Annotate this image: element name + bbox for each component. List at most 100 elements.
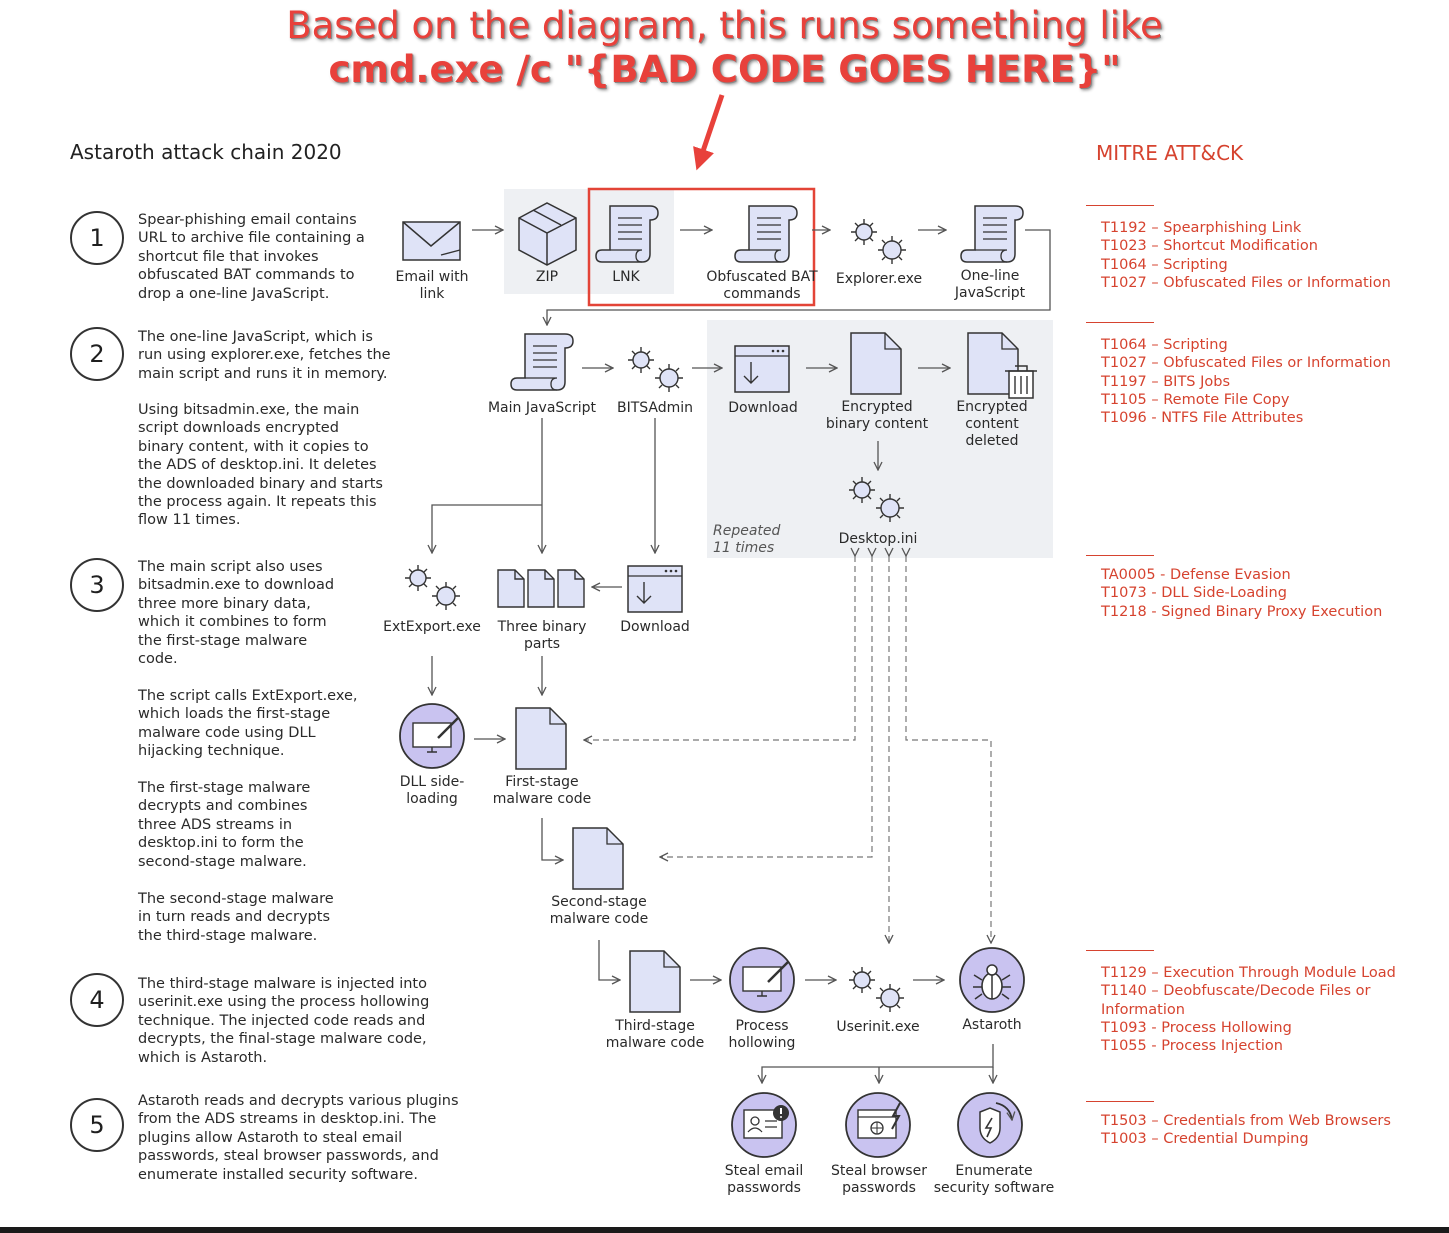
bitsadmin-label: BITSAdmin [616,400,694,416]
desktopini-label: Desktop.ini [838,531,918,547]
mitre-technique: T1027 – Obfuscated Files or Information [1101,274,1391,291]
mitre-group-4: T1129 – Execution Through Module Load T1… [1101,964,1396,1055]
mitre-group-3: TA0005 - Defense Evasion T1073 - DLL Sid… [1101,566,1382,621]
repeated-label: Repeated 11 times [713,523,781,556]
hollowing-label: Process hollowing [728,1018,796,1051]
mitre-technique: T1064 – Scripting [1101,256,1228,273]
mitre-group-2: T1064 – Scripting T1027 – Obfuscated Fil… [1101,336,1391,427]
annotation-line-2: cmd.exe /c "{BAD CODE GOES HERE}" [328,48,1121,91]
step-1-text: Spear-phishing email contains URL to arc… [138,212,365,302]
mitre-separator [1086,1101,1154,1102]
mitre-technique: T1140 – Deobfuscate/Decode Files or [1101,983,1371,1000]
highlight-arrow [693,94,725,171]
mitre-technique: T1192 – Spearphishing Link [1101,220,1302,236]
step-4-circle: 4 [70,973,124,1027]
explorer-gears-icon [851,219,906,264]
step-2-text-b: Using bitsadmin.exe, the main script dow… [138,402,383,529]
mitre-technique: T1503 – Credentials from Web Browsers [1101,1113,1391,1129]
explorer-label: Explorer.exe [835,271,923,287]
bat-scroll-icon [734,205,798,263]
userinit-label: Userinit.exe [836,1019,920,1035]
steal-email-label: Steal email passwords [724,1163,804,1196]
bat-label: Obfuscated BAT commands [706,269,818,302]
mitre-group-1: T1192 – Spearphishing Link T1023 – Short… [1101,219,1391,292]
extexport-label: ExtExport.exe [383,619,481,635]
step-3-text-c: The first-stage malware decrypts and com… [138,780,311,870]
trash-icon [1005,365,1037,399]
threeparts-label: Three binary parts [497,619,587,652]
oneline-label: One-line JavaScript [954,268,1026,301]
mitre-separator [1086,555,1154,556]
mitre-technique: T1096 - NTFS File Attributes [1101,410,1304,427]
mitre-separator [1086,950,1154,951]
mitre-group-5: T1503 – Credentials from Web Browsers T1… [1101,1112,1391,1149]
mitre-technique: T1218 - Signed Binary Proxy Execution [1101,603,1383,620]
bottom-border [0,1227,1449,1233]
email-icon [402,221,461,261]
mitre-technique: Information [1101,1001,1185,1018]
steal-browser-label: Steal browser passwords [831,1163,927,1196]
astaroth-bug-icon [959,947,1025,1013]
mitre-technique: T1073 - DLL Side-Loading [1101,585,1287,602]
step-1-circle: 1 [70,211,124,265]
diagram-title: Astaroth attack chain 2020 [70,140,342,164]
mitre-technique: TA0005 - Defense Evasion [1101,567,1291,583]
step-2-circle: 2 [70,327,124,381]
mitre-technique: T1129 – Execution Through Module Load [1101,965,1396,981]
mitre-title: MITRE ATT&CK [1096,141,1244,165]
bitsadmin-gears-icon [628,347,683,392]
encrypted-doc-icon [850,332,902,395]
mitre-technique: T1023 – Shortcut Modification [1101,238,1318,255]
userinit-gears-icon [849,967,904,1012]
encrypted-label: Encrypted binary content [825,399,929,432]
enumerate-label: Enumerate security software [933,1163,1055,1196]
annotation-line-1: Based on the diagram, this runs somethin… [286,4,1163,47]
zip-icon [518,202,577,266]
desktopini-gears-icon [849,477,904,522]
enumerate-security-icon [957,1092,1023,1158]
second-stage-doc-icon [572,827,624,890]
mitre-technique: T1003 – Credential Dumping [1101,1131,1309,1148]
steal-browser-icon [845,1092,911,1158]
deleted-label: Encrypted content deleted [956,399,1028,449]
mitre-technique: T1105 – Remote File Copy [1101,391,1290,408]
steal-email-icon [731,1092,797,1158]
mitre-separator [1086,322,1154,323]
download1-label: Download [728,400,798,416]
highlight-box [587,187,816,307]
first-stage-label: First-stage malware code [492,774,592,807]
step-4-text: The third-stage malware is injected into… [138,976,430,1066]
mitre-technique: T1064 – Scripting [1101,337,1228,353]
download-icon-1 [734,345,790,393]
dll-label: DLL side- loading [399,774,465,807]
download2-label: Download [620,619,690,635]
lnk-scroll-icon [595,205,659,263]
dll-sideloading-icon [399,703,465,769]
step-3-text-b: The script calls ExtExport.exe, which lo… [138,688,358,760]
mitre-technique: T1055 - Process Injection [1101,1038,1283,1055]
extexport-gears-icon [405,565,460,610]
step-5-circle: 5 [70,1098,124,1152]
lnk-label: LNK [612,269,640,285]
second-stage-label: Second-stage malware code [549,894,649,927]
step-3-circle: 3 [70,558,124,612]
mitre-technique: T1027 – Obfuscated Files or Information [1101,355,1391,372]
process-hollowing-icon [729,947,795,1013]
step-3-text-d: The second-stage malware in turn reads a… [138,891,334,944]
step-2-text-a: The one-line JavaScript, which is run us… [138,329,391,382]
mitre-technique: T1093 - Process Hollowing [1101,1019,1292,1036]
three-parts-docs-icon [497,569,585,608]
first-stage-doc-icon [515,707,567,770]
mitre-technique: T1197 – BITS Jobs [1101,373,1231,390]
mainjs-label: Main JavaScript [487,400,597,416]
third-stage-label: Third-stage malware code [605,1018,705,1051]
mitre-separator [1086,205,1154,206]
email-label: Email with link [395,269,469,302]
step-5-text: Astaroth reads and decrypts various plug… [138,1093,459,1183]
mainjs-scroll-icon [510,333,574,391]
zip-label: ZIP [535,269,559,285]
third-stage-doc-icon [629,950,681,1013]
step-3-text-a: The main script also uses bitsadmin.exe … [138,559,335,668]
download-icon-2 [627,565,683,613]
